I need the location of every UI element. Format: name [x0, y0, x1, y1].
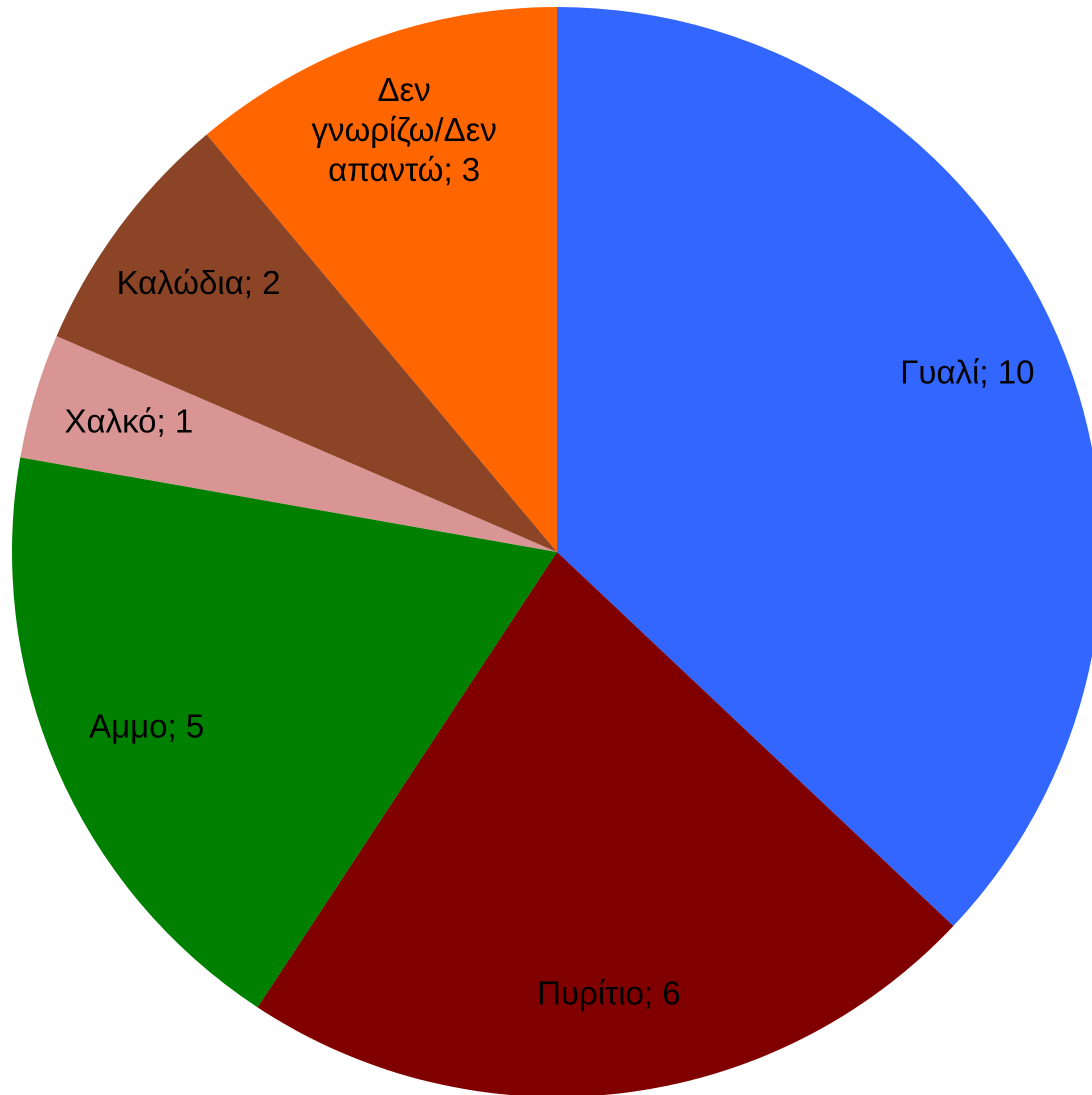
data-label: Δεν γνωρίζω/Δεν απαντώ; 3: [311, 71, 496, 188]
data-label: Πυρίτιο; 6: [537, 975, 680, 1012]
pie-slice: [20, 336, 557, 552]
pie-slice: [206, 7, 557, 552]
pie-slice: [56, 134, 558, 552]
data-label: Χαλκό; 1: [65, 403, 194, 440]
data-label: Γυαλί; 10: [900, 354, 1034, 391]
data-label: Καλώδια; 2: [117, 264, 281, 301]
pie-slice: [11, 457, 558, 1008]
pie-slice: [557, 7, 1092, 927]
data-label: Αμμο; 5: [89, 708, 204, 745]
pie-slice: [257, 552, 954, 1095]
